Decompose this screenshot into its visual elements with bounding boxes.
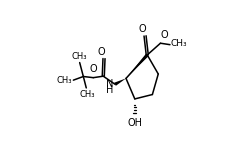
- Polygon shape: [126, 54, 149, 78]
- Text: CH₃: CH₃: [171, 40, 187, 48]
- Text: OH: OH: [127, 118, 142, 128]
- Text: H: H: [106, 85, 114, 95]
- Text: O: O: [139, 24, 146, 34]
- Text: CH₃: CH₃: [71, 52, 87, 61]
- Text: O: O: [161, 30, 169, 40]
- Text: O: O: [98, 47, 105, 57]
- Text: CH₃: CH₃: [79, 90, 95, 99]
- Text: N: N: [106, 79, 114, 89]
- Text: O: O: [89, 64, 97, 74]
- Text: CH₃: CH₃: [56, 76, 72, 85]
- Polygon shape: [114, 78, 126, 86]
